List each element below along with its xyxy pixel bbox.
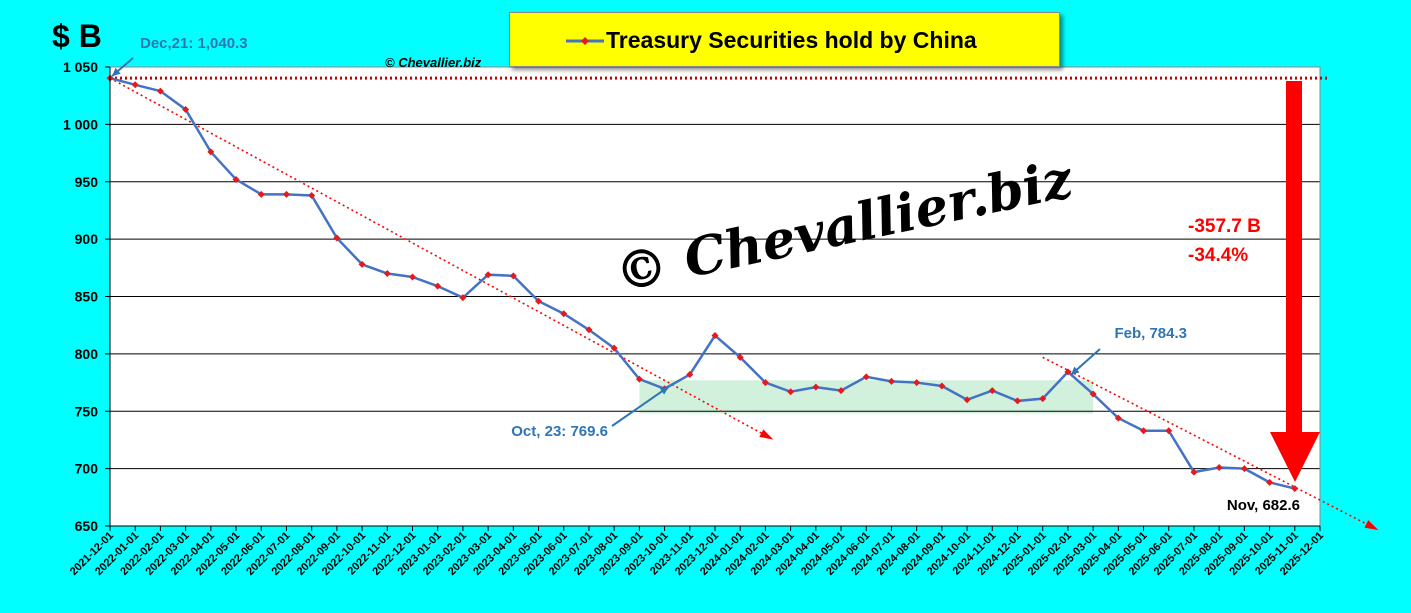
drop-arrow-head (1270, 432, 1320, 482)
data-point (282, 190, 290, 198)
data-point (610, 344, 618, 352)
data-point (257, 190, 265, 198)
data-point (761, 379, 769, 387)
y-tick-label: 1 050 (63, 59, 98, 75)
annotation-arrow (611, 385, 670, 427)
series-line (109, 76, 1296, 490)
y-tick-label: 700 (75, 461, 99, 477)
data-point (459, 294, 467, 302)
annotation-label: Feb, 784.3 (1114, 325, 1187, 342)
data-point (333, 234, 341, 242)
annotation-arrowhead (1070, 366, 1080, 375)
legend-title-box: Treasury Securities hold by China (509, 12, 1060, 67)
data-point (1039, 395, 1047, 403)
drop-arrow (1270, 81, 1320, 482)
data-point (207, 148, 215, 156)
data-point (585, 326, 593, 334)
y-tick-label: 900 (75, 231, 99, 247)
data-point (434, 282, 442, 290)
data-point (560, 310, 568, 318)
annotation-label: Oct, 23: 769.6 (511, 423, 608, 440)
chart-title: Treasury Securities hold by China (606, 27, 977, 53)
annotation-arrowhead (112, 67, 121, 77)
data-point (787, 388, 795, 396)
change-percent-label: -34.4% (1188, 245, 1248, 266)
data-point (509, 272, 517, 280)
data-point (938, 382, 946, 390)
data-point (887, 377, 895, 385)
data-point (182, 105, 190, 113)
data-point (686, 371, 694, 379)
data-point (383, 270, 391, 278)
data-point (837, 387, 845, 395)
data-point (711, 332, 719, 340)
legend-marker-icon (566, 37, 604, 45)
data-point (963, 396, 971, 404)
data-point (1266, 478, 1274, 486)
trend-arrowhead (1364, 520, 1379, 531)
data-point (484, 271, 492, 279)
data-point (1240, 465, 1248, 473)
data-point (131, 81, 139, 89)
annotation-arrowhead (659, 386, 669, 395)
data-point (1114, 414, 1122, 422)
annotation-label: Dec,21: 1,040.3 (140, 35, 248, 52)
y-tick-label: 800 (75, 346, 99, 362)
data-point (232, 175, 240, 183)
data-point (1064, 368, 1072, 376)
drop-arrow-shaft (1286, 81, 1302, 433)
y-tick-label: 650 (75, 518, 99, 534)
annotation-label: Nov, 682.6 (1227, 497, 1300, 514)
data-point (1014, 397, 1021, 405)
y-tick-label: 1 000 (63, 116, 98, 132)
trend-arrowhead (759, 429, 774, 440)
data-point (736, 353, 744, 361)
data-point (862, 373, 870, 381)
y-tick-label: 750 (75, 403, 99, 419)
data-point (1165, 427, 1173, 435)
data-point (988, 387, 996, 395)
data-point (1291, 485, 1299, 493)
data-point (913, 379, 921, 387)
copyright-small: © Chevallier.biz (385, 55, 482, 70)
trend-line (1042, 356, 1371, 527)
data-point (1190, 468, 1198, 476)
unit-label: $ B (52, 18, 102, 54)
data-point (1140, 427, 1148, 435)
change-amount-label: -357.7 B (1188, 216, 1261, 237)
data-point (535, 297, 543, 305)
data-point (308, 192, 316, 200)
y-tick-label: 850 (75, 289, 99, 305)
data-point (358, 260, 366, 268)
y-tick-label: 950 (75, 174, 99, 190)
data-point (156, 87, 164, 95)
data-point (812, 383, 820, 391)
data-point (1215, 463, 1223, 471)
data-point (1089, 390, 1097, 398)
range-band (639, 380, 1094, 414)
data-point (409, 273, 416, 281)
data-point (635, 375, 643, 383)
